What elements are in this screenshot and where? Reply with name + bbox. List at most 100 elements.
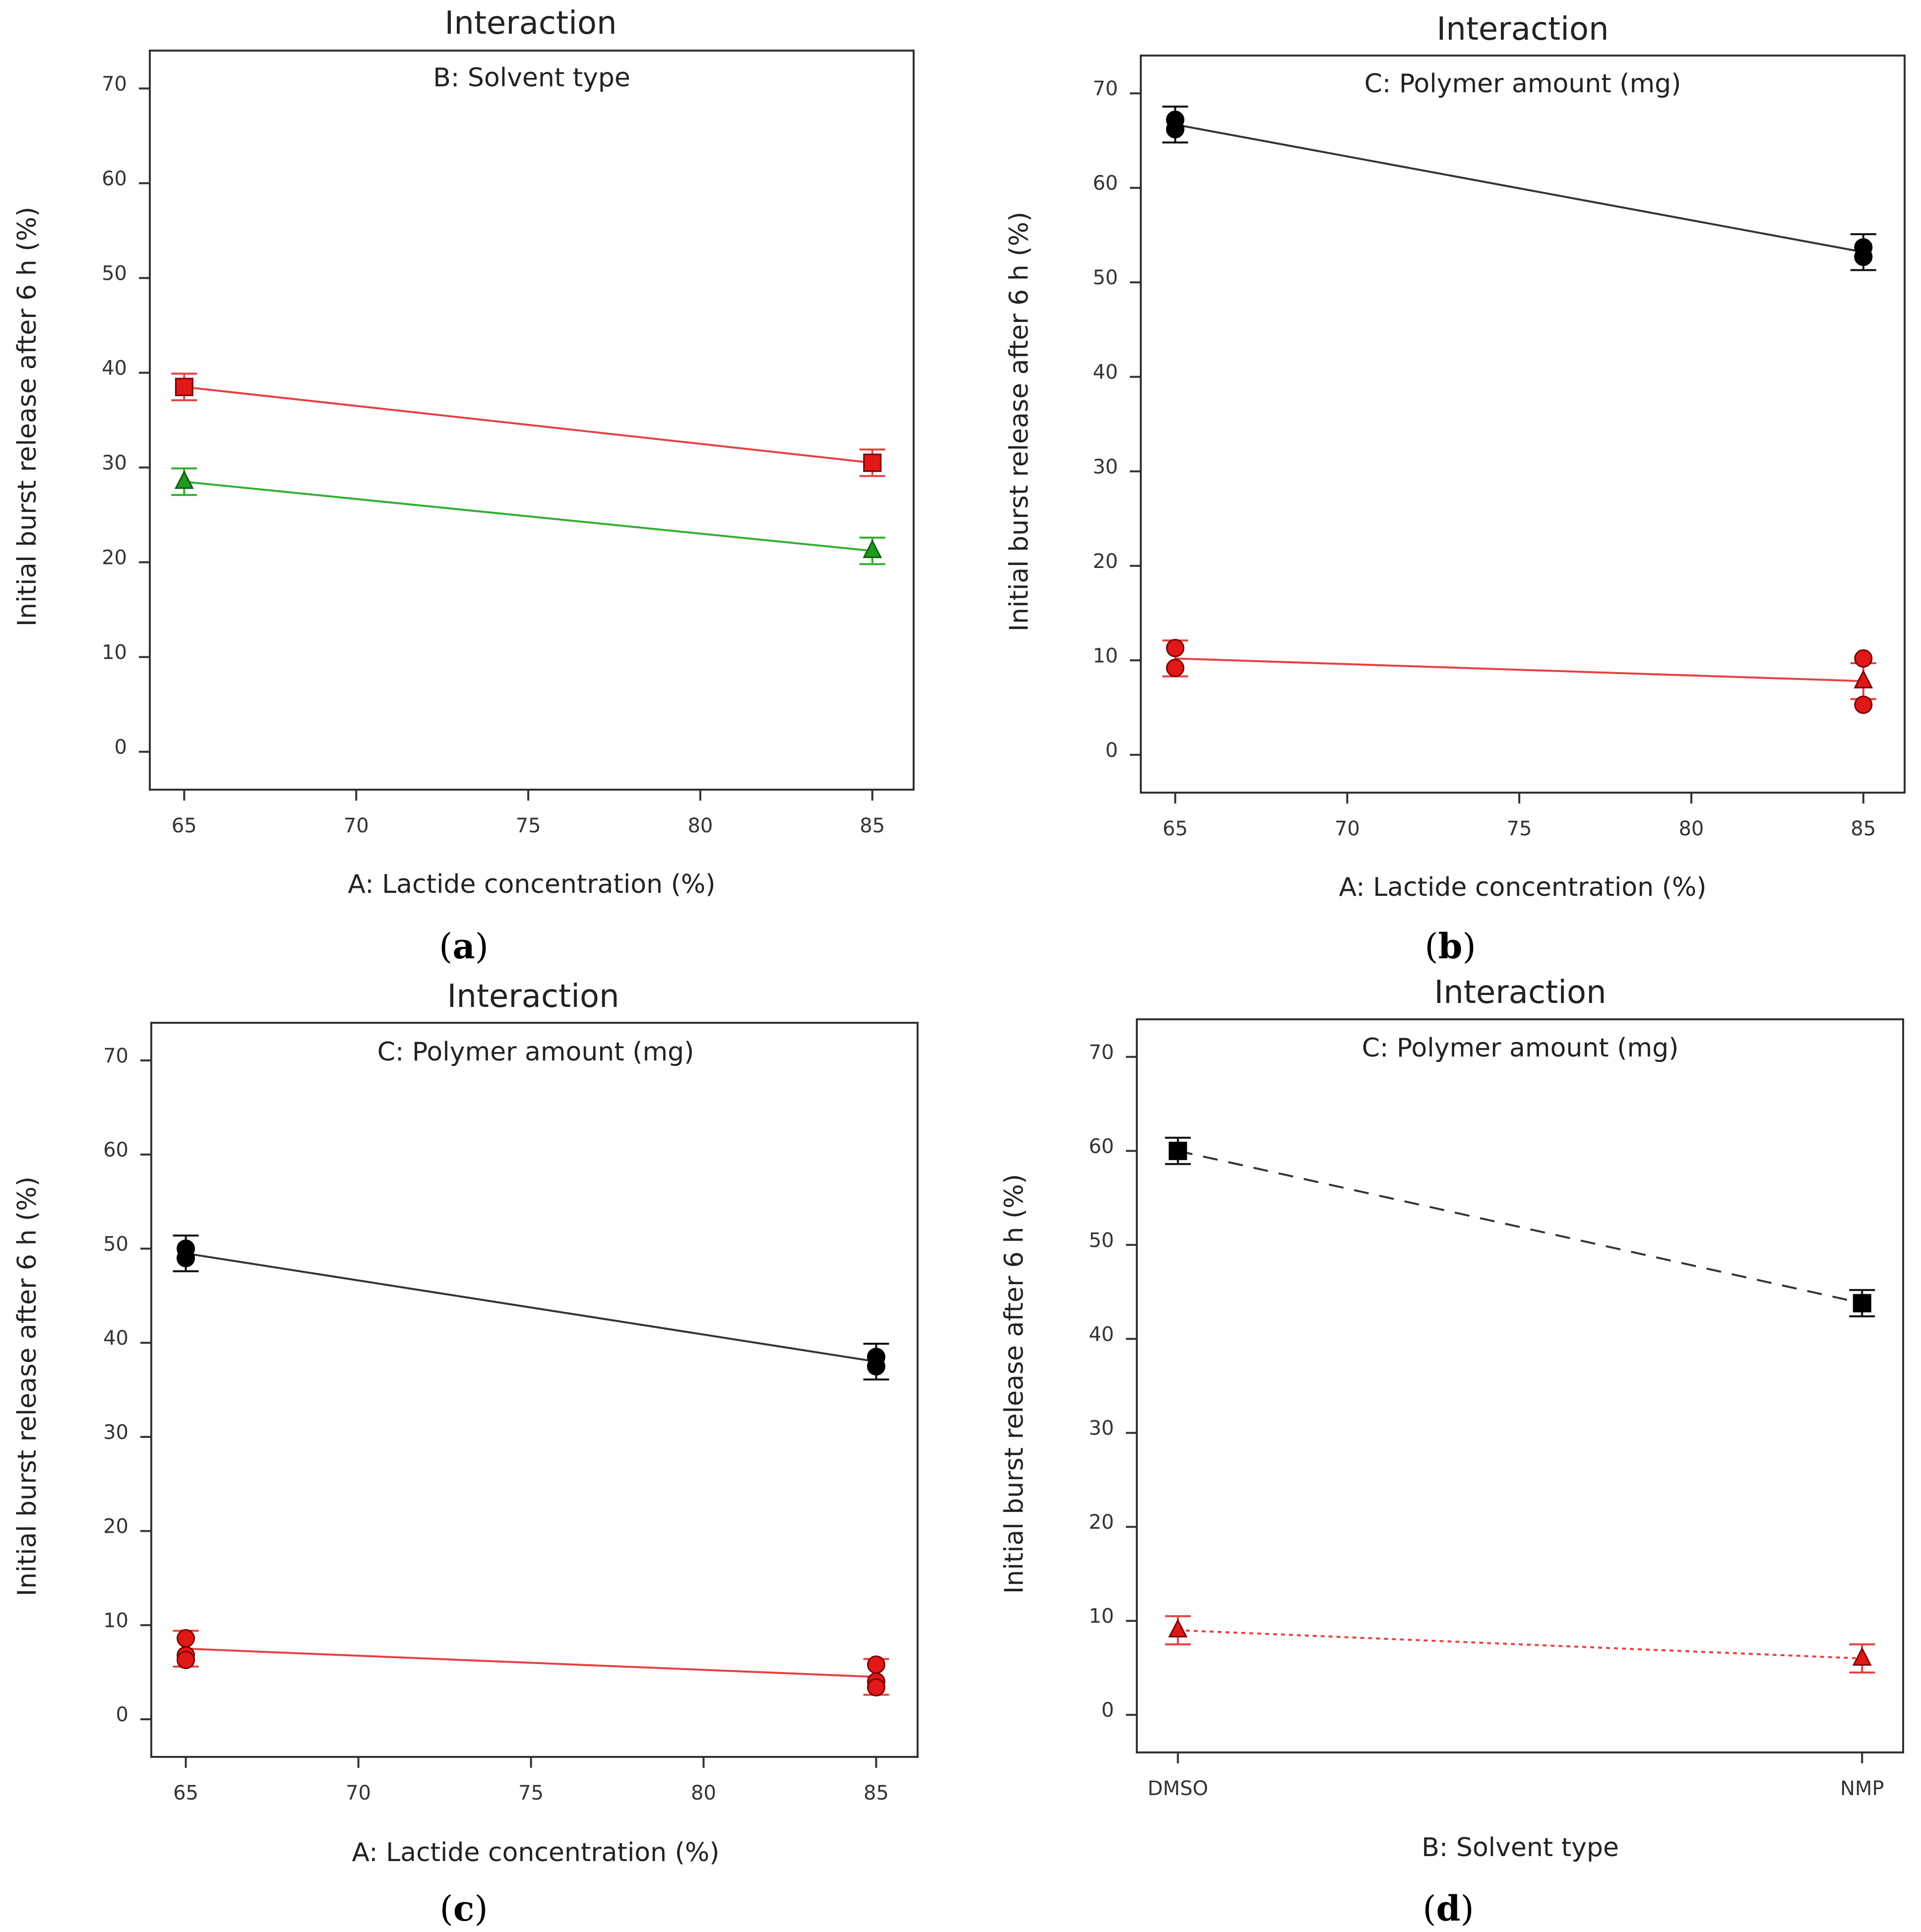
panel-b-series-black-point-3 xyxy=(1854,248,1873,266)
panel-d-series-red-line xyxy=(1177,1629,1862,1660)
panel-a-ytick-label-40: 40 xyxy=(102,357,127,379)
panel-d-ytick-label-20: 20 xyxy=(1089,1511,1114,1534)
panel-a-plot-frame xyxy=(149,50,915,791)
panel-a-xtick-label-1: 70 xyxy=(344,814,369,837)
panel-d-caption-letter: d xyxy=(1436,1888,1461,1929)
panel-d-plot-area: 0 10 20 30 40 50 60 70 DMSO NMP xyxy=(1089,1041,1884,1800)
panel-b-ytick-label-70: 70 xyxy=(1093,77,1118,100)
panel-b-title: Interaction xyxy=(1436,11,1609,48)
panel-a: Interaction B: Solvent type 0 10 20 30 40 50 6… xyxy=(12,5,915,967)
panel-c-series-black-point-3 xyxy=(867,1357,885,1376)
panel-b-ytick-label-50: 50 xyxy=(1093,266,1118,289)
panel-d-series-black-point-1 xyxy=(1853,1294,1871,1312)
panel-b-ylabel: Initial burst release after 6 h (%) xyxy=(1004,212,1034,632)
panel-d-xtick-label-1: NMP xyxy=(1840,1777,1884,1800)
panel-a-ytick-label-70: 70 xyxy=(102,72,127,95)
panel-d: Interaction C: Polymer amount (mg) 0 10 20… xyxy=(999,974,1904,1929)
panel-a-series-green-line xyxy=(184,481,872,552)
panel-b-ytick-label-20: 20 xyxy=(1093,550,1118,573)
panel-d-subtitle: C: Polymer amount (mg) xyxy=(1362,1033,1679,1063)
panel-c-ytick-label-50: 50 xyxy=(103,1233,128,1255)
panel-b-caption: (b) xyxy=(1425,926,1476,967)
panel-d-ytick-label-70: 70 xyxy=(1089,1041,1114,1064)
panel-a-ylabel: Initial burst release after 6 h (%) xyxy=(12,207,42,627)
panel-a-caption: (a) xyxy=(439,926,489,967)
panel-b-plot-frame xyxy=(1140,55,1906,794)
panel-c-xtick-label-3: 80 xyxy=(691,1782,716,1805)
panel-a-xtick-label-0: 65 xyxy=(172,814,197,837)
panel-c-xlabel: A: Lactide concentration (%) xyxy=(352,1838,719,1868)
panel-d-ytick-label-0: 0 xyxy=(1102,1699,1114,1722)
panel-c-series-black-point-1 xyxy=(177,1248,195,1267)
panel-c-caption-letter: c xyxy=(453,1888,475,1929)
panel-b-xtick-label-3: 80 xyxy=(1678,817,1704,840)
panel-b-xtick-label-4: 85 xyxy=(1851,817,1876,840)
panel-a-ytick-label-30: 30 xyxy=(102,452,127,475)
panel-a-xtick-label-2: 75 xyxy=(516,814,541,837)
panel-d-caption: (d) xyxy=(1423,1888,1474,1929)
panel-a-series-green-point-0 xyxy=(174,470,194,489)
panel-c-ytick-label-60: 60 xyxy=(103,1139,128,1162)
panel-c-subtitle: C: Polymer amount (mg) xyxy=(377,1037,694,1067)
panel-d-ytick-label-30: 30 xyxy=(1089,1417,1114,1440)
panel-b-series-red-point-2 xyxy=(1854,649,1873,668)
panel-c: Interaction C: Polymer amount (mg) 0 10 20… xyxy=(12,978,919,1929)
panel-b-series-red-point-0 xyxy=(1166,639,1184,658)
panel-c-ytick-label-70: 70 xyxy=(103,1045,128,1067)
panel-a-ytick-label-60: 60 xyxy=(102,167,127,190)
panel-b-series-black-line xyxy=(1175,124,1864,253)
panel-c-title: Interaction xyxy=(447,978,619,1015)
panel-a-series-red-point-0 xyxy=(175,377,193,396)
panel-a-series-green-point-1 xyxy=(863,539,882,559)
panel-b-ytick-label-30: 30 xyxy=(1093,455,1118,478)
panel-c-series-red-point-2 xyxy=(177,1651,195,1670)
panel-a-caption-letter: a xyxy=(452,926,475,967)
panel-b-xtick-label-2: 75 xyxy=(1507,817,1532,840)
panel-b: Interaction C: Polymer amount (mg) 0 10 20… xyxy=(1004,11,1906,967)
panel-a-plot-area: 0 10 20 30 40 50 60 70 65 70 75 80 85 xyxy=(102,72,885,837)
panel-d-ytick-label-50: 50 xyxy=(1089,1229,1114,1252)
panel-a-series-red-line xyxy=(184,386,872,464)
panel-c-ytick-label-30: 30 xyxy=(103,1421,128,1444)
panel-a-ytick-label-50: 50 xyxy=(102,262,127,285)
panel-a-ytick-label-10: 10 xyxy=(102,641,127,664)
panel-b-ytick-label-0: 0 xyxy=(1106,739,1118,762)
panel-b-xtick-label-0: 65 xyxy=(1163,817,1188,840)
panel-b-xlabel: A: Lactide concentration (%) xyxy=(1339,873,1706,902)
panel-c-plot-frame xyxy=(150,1022,919,1758)
panel-d-xlabel: B: Solvent type xyxy=(1422,1833,1619,1863)
panel-d-title: Interaction xyxy=(1434,974,1606,1011)
panel-a-ytick-label-0: 0 xyxy=(115,736,127,759)
panel-c-series-red-point-5 xyxy=(867,1678,885,1697)
panel-d-series-black-line xyxy=(1177,1150,1862,1305)
panel-d-ytick-label-40: 40 xyxy=(1089,1323,1114,1346)
panel-c-series-black-line xyxy=(186,1252,876,1363)
panel-c-ytick-label-20: 20 xyxy=(103,1515,128,1538)
panel-a-series-red-point-1 xyxy=(863,453,882,472)
panel-d-series-red-point-1 xyxy=(1852,1647,1872,1666)
panel-c-xtick-label-0: 65 xyxy=(173,1782,198,1805)
panel-a-subtitle: B: Solvent type xyxy=(433,63,630,93)
panel-c-ytick-label-40: 40 xyxy=(103,1327,128,1350)
panel-b-caption-letter: b xyxy=(1438,926,1463,967)
panel-c-series-red-point-3 xyxy=(867,1655,885,1674)
panel-b-ytick-label-10: 10 xyxy=(1093,644,1118,667)
panel-c-series-red-point-0 xyxy=(177,1629,195,1648)
panel-d-series-black-point-0 xyxy=(1169,1141,1187,1160)
panel-a-title: Interaction xyxy=(444,5,617,42)
panel-a-xtick-label-3: 80 xyxy=(687,814,713,837)
panel-c-ytick-label-0: 0 xyxy=(116,1703,128,1726)
panel-c-xtick-label-2: 75 xyxy=(518,1782,544,1805)
panel-a-xtick-label-4: 85 xyxy=(860,814,885,837)
panel-c-xtick-label-1: 70 xyxy=(346,1782,371,1805)
panel-b-series-red-line xyxy=(1175,657,1863,683)
panel-b-series-red-point-1 xyxy=(1166,659,1184,678)
panel-d-series-red-point-0 xyxy=(1168,1619,1188,1638)
panel-a-xlabel: A: Lactide concentration (%) xyxy=(348,870,715,899)
panel-b-ytick-label-40: 40 xyxy=(1093,361,1118,384)
panel-b-xtick-label-1: 70 xyxy=(1335,817,1360,840)
panel-b-ytick-label-60: 60 xyxy=(1093,172,1118,195)
panel-b-series-black-point-1 xyxy=(1166,120,1184,139)
panel-c-plot-area: 0 10 20 30 40 50 60 70 65 70 75 80 85 xyxy=(103,1045,889,1805)
